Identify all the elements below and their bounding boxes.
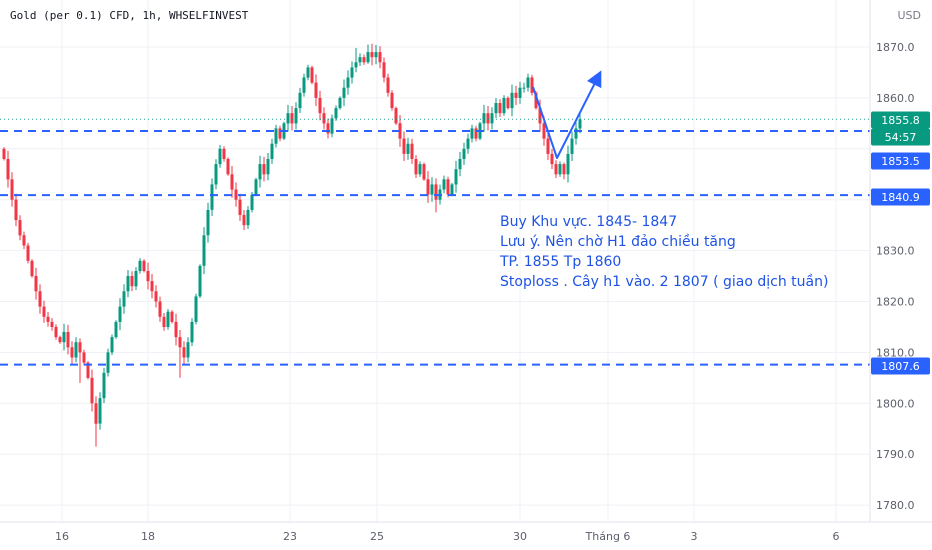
price-axis-badges: 1855.8 54:57 1853.5 1840.9 1807.6 xyxy=(871,111,930,375)
time-axis-panel[interactable] xyxy=(0,522,932,550)
last-price-badge-text: 1855.8 xyxy=(881,114,920,127)
x-axis-label: Tháng 6 xyxy=(585,530,631,543)
y-axis-label: 1780.0 xyxy=(876,499,915,512)
line-price-badge-text: 1853.5 xyxy=(881,155,920,168)
trade-note: Buy Khu vực. 1845- 1847 Lưu ý. Nên chờ H… xyxy=(500,212,828,292)
trend-arrow-drawing[interactable] xyxy=(532,70,602,159)
annotation-line: TP. 1855 Tp 1860 xyxy=(500,254,622,270)
countdown-badge-text: 54:57 xyxy=(885,131,917,144)
x-axis-label: 25 xyxy=(370,530,384,543)
y-axis-label: 1810.0 xyxy=(876,346,915,359)
horizontal-gridlines xyxy=(0,46,870,506)
annotation-line: Stoploss . Cây h1 vào. 2 1807 ( giao dịc… xyxy=(500,274,829,290)
line-price-badge-text: 1807.6 xyxy=(881,360,920,373)
y-axis-label: 1820.0 xyxy=(876,296,915,309)
currency-label: USD xyxy=(897,9,921,22)
line-price-badge xyxy=(871,357,930,375)
symbol-title[interactable]: Gold (per 0.1) CFD, 1h, WHSELFINVEST xyxy=(10,9,249,22)
vertical-gridlines xyxy=(61,0,837,522)
y-axis-label: 1800.0 xyxy=(876,397,915,410)
x-axis-labels: 16 18 23 25 30 Tháng 6 3 6 xyxy=(55,530,840,543)
line-price-badge-text: 1840.9 xyxy=(881,191,920,204)
drawn-horizontal-lines[interactable] xyxy=(0,130,870,366)
y-axis-label: 1860.0 xyxy=(876,92,915,105)
price-axis-panel[interactable] xyxy=(870,0,932,550)
x-axis-label: 30 xyxy=(513,530,527,543)
x-axis-label: 23 xyxy=(283,530,297,543)
y-axis-label: 1790.0 xyxy=(876,448,915,461)
line-price-badge xyxy=(871,152,930,170)
annotation-line: Lưu ý. Nên chờ H1 đảo chiều tăng xyxy=(500,234,736,250)
x-axis-label: 16 xyxy=(55,530,69,543)
annotation-line: Buy Khu vực. 1845- 1847 xyxy=(500,214,678,230)
x-axis-label: 6 xyxy=(833,530,840,543)
last-price-badge xyxy=(871,111,930,129)
y-axis-label: 1870.0 xyxy=(876,41,915,54)
countdown-badge xyxy=(871,128,930,146)
x-axis-label: 18 xyxy=(141,530,155,543)
y-axis-label: 1830.0 xyxy=(876,245,915,258)
y-axis-labels: 1870.0 1860.0 1830.0 1820.0 1810.0 1800.0 1790… xyxy=(876,41,915,512)
candlestick-series xyxy=(2,43,582,447)
line-price-badge xyxy=(871,188,930,206)
x-axis-label: 3 xyxy=(691,530,698,543)
